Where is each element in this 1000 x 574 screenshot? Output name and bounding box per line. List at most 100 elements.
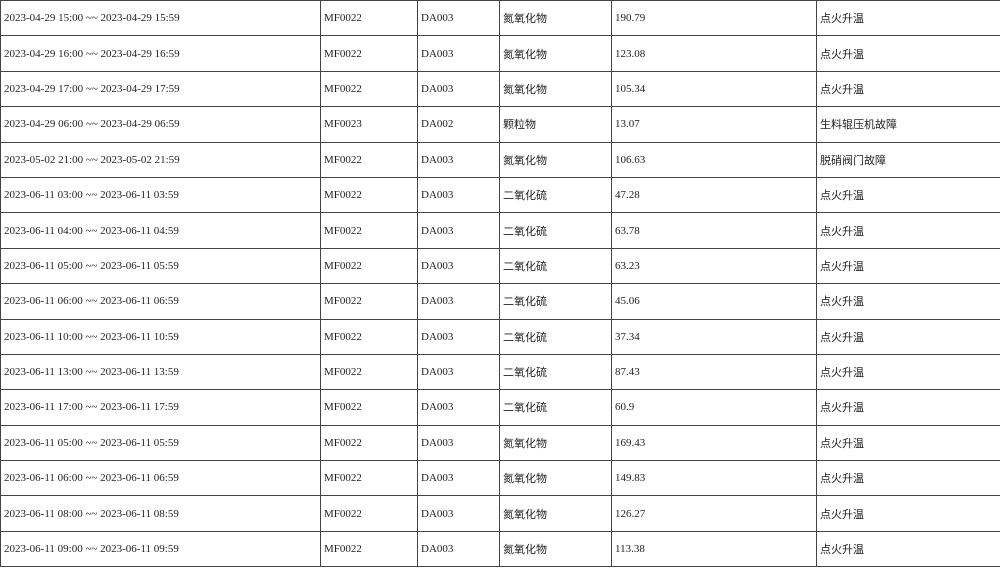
table-row: 2023-04-29 06:00 ~~ 2023-04-29 06:59 MF00… (0, 106, 1000, 143)
pollutant-cell: 氮氧化物 (499, 35, 612, 72)
reason-cell: 生料辊压机故障 (816, 106, 1000, 143)
time-range-cell: 2023-06-11 05:00 ~~ 2023-06-11 05:59 (0, 424, 321, 462)
value-cell: 87.43 (611, 353, 817, 391)
value-cell: 63.78 (611, 212, 817, 249)
device-code-cell: DA003 (417, 283, 500, 320)
reason-cell: 点火升温 (816, 318, 1000, 355)
outlet-code-cell: MF0022 (320, 495, 418, 532)
outlet-code-cell: MF0022 (320, 0, 418, 37)
table-row: 2023-06-11 03:00 ~~ 2023-06-11 03:59 MF00… (0, 176, 1000, 214)
outlet-code-cell: MF0022 (320, 530, 418, 568)
table-row: 2023-06-11 05:00 ~~ 2023-06-11 05:59 MF00… (0, 247, 1000, 285)
value-cell: 13.07 (611, 106, 817, 143)
device-code-cell: DA003 (417, 318, 500, 355)
reason-cell: 点火升温 (816, 176, 1000, 214)
table-row: 2023-06-11 06:00 ~~ 2023-06-11 06:59 MF00… (0, 460, 1000, 497)
time-range-cell: 2023-04-29 15:00 ~~ 2023-04-29 15:59 (0, 0, 321, 37)
reason-cell: 点火升温 (816, 530, 1000, 568)
outlet-code-cell: MF0022 (320, 283, 418, 320)
table-row: 2023-05-02 21:00 ~~ 2023-05-02 21:59 MF00… (0, 141, 1000, 178)
outlet-code-cell: MF0022 (320, 460, 418, 497)
device-code-cell: DA003 (417, 530, 500, 568)
table-row: 2023-04-29 15:00 ~~ 2023-04-29 15:59 MF00… (0, 0, 1000, 37)
time-range-cell: 2023-06-11 06:00 ~~ 2023-06-11 06:59 (0, 283, 321, 320)
time-range-cell: 2023-06-11 09:00 ~~ 2023-06-11 09:59 (0, 530, 321, 568)
time-range-cell: 2023-04-29 16:00 ~~ 2023-04-29 16:59 (0, 35, 321, 72)
pollutant-cell: 氮氧化物 (499, 141, 612, 178)
device-code-cell: DA003 (417, 176, 500, 214)
value-cell: 37.34 (611, 318, 817, 355)
table-row: 2023-06-11 17:00 ~~ 2023-06-11 17:59 MF00… (0, 389, 1000, 426)
reason-cell: 点火升温 (816, 212, 1000, 249)
time-range-cell: 2023-06-11 03:00 ~~ 2023-06-11 03:59 (0, 176, 321, 214)
pollutant-cell: 二氧化硫 (499, 176, 612, 214)
value-cell: 106.63 (611, 141, 817, 178)
table-row: 2023-06-11 13:00 ~~ 2023-06-11 13:59 MF00… (0, 353, 1000, 391)
value-cell: 105.34 (611, 70, 817, 108)
device-code-cell: DA003 (417, 424, 500, 462)
table-row: 2023-04-29 16:00 ~~ 2023-04-29 16:59 MF00… (0, 35, 1000, 72)
outlet-code-cell: MF0022 (320, 35, 418, 72)
device-code-cell: DA003 (417, 70, 500, 108)
device-code-cell: DA003 (417, 353, 500, 391)
value-cell: 126.27 (611, 495, 817, 532)
device-code-cell: DA003 (417, 389, 500, 426)
time-range-cell: 2023-05-02 21:00 ~~ 2023-05-02 21:59 (0, 141, 321, 178)
reason-cell: 点火升温 (816, 495, 1000, 532)
pollutant-cell: 二氧化硫 (499, 247, 612, 285)
time-range-cell: 2023-06-11 05:00 ~~ 2023-06-11 05:59 (0, 247, 321, 285)
device-code-cell: DA003 (417, 460, 500, 497)
reason-cell: 点火升温 (816, 424, 1000, 462)
pollutant-cell: 氮氧化物 (499, 0, 612, 37)
outlet-code-cell: MF0022 (320, 247, 418, 285)
time-range-cell: 2023-06-11 13:00 ~~ 2023-06-11 13:59 (0, 353, 321, 391)
time-range-cell: 2023-04-29 17:00 ~~ 2023-04-29 17:59 (0, 70, 321, 108)
table-row: 2023-06-11 05:00 ~~ 2023-06-11 05:59 MF00… (0, 424, 1000, 462)
pollutant-cell: 二氧化硫 (499, 389, 612, 426)
table-row: 2023-06-11 09:00 ~~ 2023-06-11 09:59 MF00… (0, 530, 1000, 568)
pollutant-cell: 二氧化硫 (499, 212, 612, 249)
reason-cell: 点火升温 (816, 0, 1000, 37)
value-cell: 45.06 (611, 283, 817, 320)
value-cell: 169.43 (611, 424, 817, 462)
value-cell: 60.9 (611, 389, 817, 426)
outlet-code-cell: MF0022 (320, 424, 418, 462)
reason-cell: 点火升温 (816, 35, 1000, 72)
outlet-code-cell: MF0022 (320, 141, 418, 178)
table-row: 2023-04-29 17:00 ~~ 2023-04-29 17:59 MF00… (0, 70, 1000, 108)
device-code-cell: DA002 (417, 106, 500, 143)
time-range-cell: 2023-06-11 17:00 ~~ 2023-06-11 17:59 (0, 389, 321, 426)
pollutant-cell: 二氧化硫 (499, 353, 612, 391)
reason-cell: 点火升温 (816, 460, 1000, 497)
reason-cell: 点火升温 (816, 283, 1000, 320)
value-cell: 113.38 (611, 530, 817, 568)
pollutant-cell: 氮氧化物 (499, 460, 612, 497)
time-range-cell: 2023-06-11 08:00 ~~ 2023-06-11 08:59 (0, 495, 321, 532)
pollutant-cell: 氮氧化物 (499, 70, 612, 108)
table-row: 2023-06-11 08:00 ~~ 2023-06-11 08:59 MF00… (0, 495, 1000, 532)
reason-cell: 点火升温 (816, 247, 1000, 285)
pollutant-cell: 颗粒物 (499, 106, 612, 143)
outlet-code-cell: MF0023 (320, 106, 418, 143)
pollutant-cell: 氮氧化物 (499, 530, 612, 568)
value-cell: 63.23 (611, 247, 817, 285)
table-row: 2023-06-11 06:00 ~~ 2023-06-11 06:59 MF00… (0, 283, 1000, 320)
reason-cell: 脱硝阀门故障 (816, 141, 1000, 178)
pollutant-cell: 二氧化硫 (499, 283, 612, 320)
value-cell: 190.79 (611, 0, 817, 37)
time-range-cell: 2023-06-11 06:00 ~~ 2023-06-11 06:59 (0, 460, 321, 497)
device-code-cell: DA003 (417, 35, 500, 72)
outlet-code-cell: MF0022 (320, 212, 418, 249)
pollutant-cell: 氮氧化物 (499, 495, 612, 532)
value-cell: 47.28 (611, 176, 817, 214)
value-cell: 123.08 (611, 35, 817, 72)
value-cell: 149.83 (611, 460, 817, 497)
device-code-cell: DA003 (417, 0, 500, 37)
outlet-code-cell: MF0022 (320, 318, 418, 355)
pollutant-cell: 氮氧化物 (499, 424, 612, 462)
table-row: 2023-06-11 10:00 ~~ 2023-06-11 10:59 MF00… (0, 318, 1000, 355)
time-range-cell: 2023-04-29 06:00 ~~ 2023-04-29 06:59 (0, 106, 321, 143)
device-code-cell: DA003 (417, 495, 500, 532)
